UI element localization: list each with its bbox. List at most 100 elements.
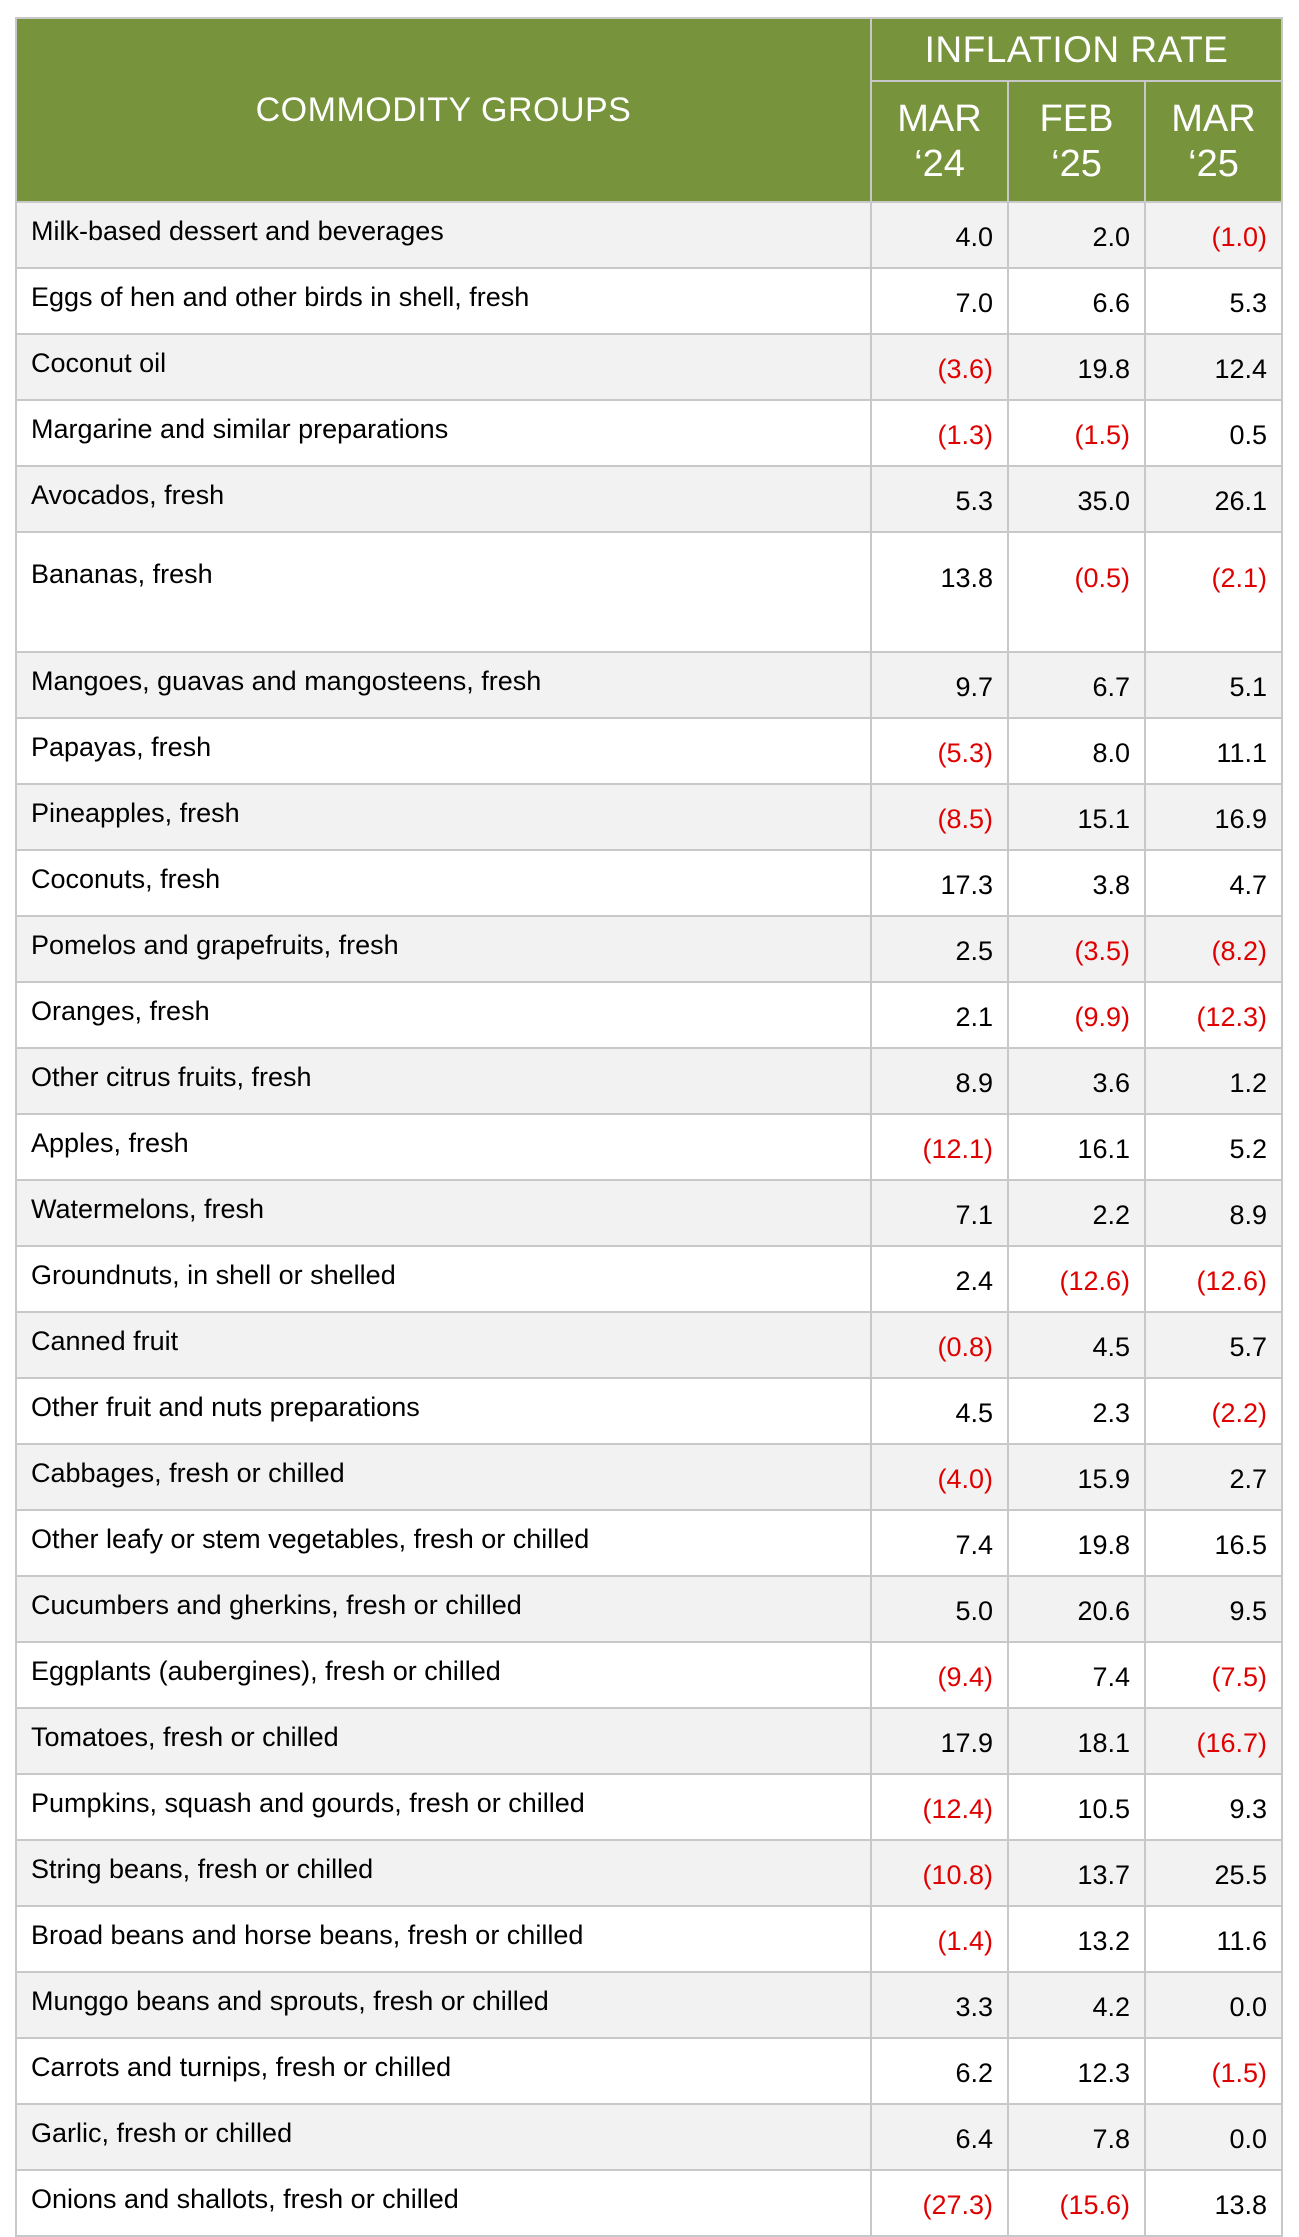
commodity-name-cell: Munggo beans and sprouts, fresh or chill… <box>15 1971 872 2039</box>
inflation-value-cell: (1.0) <box>1143 201 1284 269</box>
period-header-feb-25: FEB ‘25 <box>1007 80 1146 203</box>
inflation-value-cell: 3.8 <box>1007 849 1146 917</box>
inflation-value-cell: 6.2 <box>870 2037 1009 2105</box>
commodity-name-cell: Avocados, fresh <box>15 465 872 533</box>
inflation-value-cell: (12.3) <box>1143 981 1284 1049</box>
commodity-name-cell: Cabbages, fresh or chilled <box>15 1443 872 1511</box>
inflation-value-cell: 7.0 <box>870 267 1009 335</box>
commodity-groups-header: COMMODITY GROUPS <box>15 17 872 203</box>
commodity-name-cell: Watermelons, fresh <box>15 1179 872 1247</box>
inflation-value-cell: 11.1 <box>1143 717 1284 785</box>
commodity-name-cell: Mangoes, guavas and mangosteens, fresh <box>15 651 872 719</box>
table-row: Cucumbers and gherkins, fresh or chilled… <box>15 1575 1284 1643</box>
commodity-name-cell: Onions and shallots, fresh or chilled <box>15 2169 872 2237</box>
commodity-name-cell: Broad beans and horse beans, fresh or ch… <box>15 1905 872 1973</box>
inflation-value-cell: (12.6) <box>1007 1245 1146 1313</box>
inflation-value-cell: 15.1 <box>1007 783 1146 851</box>
inflation-value-cell: (1.3) <box>870 399 1009 467</box>
inflation-value-cell: 0.0 <box>1143 1971 1284 2039</box>
period-month: FEB <box>1039 97 1114 140</box>
table-row: Broad beans and horse beans, fresh or ch… <box>15 1905 1284 1973</box>
commodity-name-cell: Papayas, fresh <box>15 717 872 785</box>
inflation-value-cell: (3.5) <box>1007 915 1146 983</box>
inflation-value-cell: (9.9) <box>1007 981 1146 1049</box>
commodity-name-cell: Apples, fresh <box>15 1113 872 1181</box>
inflation-value-cell: 7.1 <box>870 1179 1009 1247</box>
inflation-value-cell: 4.5 <box>870 1377 1009 1445</box>
inflation-value-cell: 2.2 <box>1007 1179 1146 1247</box>
inflation-value-cell: (5.3) <box>870 717 1009 785</box>
inflation-value-cell: (3.6) <box>870 333 1009 401</box>
inflation-value-cell: 4.7 <box>1143 849 1284 917</box>
inflation-value-cell: 20.6 <box>1007 1575 1146 1643</box>
table-row: Apples, fresh (12.1) 16.1 5.2 <box>15 1113 1284 1181</box>
inflation-value-cell: 3.3 <box>870 1971 1009 2039</box>
commodity-name-cell: Coconuts, fresh <box>15 849 872 917</box>
inflation-value-cell: 26.1 <box>1143 465 1284 533</box>
table-row: String beans, fresh or chilled (10.8) 13.7… <box>15 1839 1284 1907</box>
table-row: Garlic, fresh or chilled 6.4 7.8 0.0 <box>15 2103 1284 2171</box>
commodity-name-cell: Bananas, fresh <box>15 531 872 653</box>
inflation-value-cell: 12.4 <box>1143 333 1284 401</box>
inflation-value-cell: 13.8 <box>870 531 1009 653</box>
table-row: Carrots and turnips, fresh or chilled 6.2… <box>15 2037 1284 2105</box>
table-row: Milk-based dessert and beverages 4.0 2.0 (1… <box>15 201 1284 269</box>
inflation-value-cell: (1.4) <box>870 1905 1009 1973</box>
table-row: Tomatoes, fresh or chilled 17.9 18.1 (16.7) <box>15 1707 1284 1775</box>
table-row: Coconut oil (3.6) 19.8 12.4 <box>15 333 1284 401</box>
period-year: ‘24 <box>914 142 965 185</box>
commodity-name-cell: Other leafy or stem vegetables, fresh or… <box>15 1509 872 1577</box>
commodity-name-cell: Milk-based dessert and beverages <box>15 201 872 269</box>
table-row: Oranges, fresh 2.1 (9.9) (12.3) <box>15 981 1284 1049</box>
inflation-value-cell: 0.0 <box>1143 2103 1284 2171</box>
inflation-value-cell: (8.5) <box>870 783 1009 851</box>
inflation-value-cell: 3.6 <box>1007 1047 1146 1115</box>
commodity-name-cell: Canned fruit <box>15 1311 872 1379</box>
inflation-value-cell: 35.0 <box>1007 465 1146 533</box>
inflation-value-cell: 5.1 <box>1143 651 1284 719</box>
inflation-value-cell: 8.0 <box>1007 717 1146 785</box>
inflation-value-cell: (16.7) <box>1143 1707 1284 1775</box>
commodity-name-cell: Other citrus fruits, fresh <box>15 1047 872 1115</box>
commodity-name-cell: Garlic, fresh or chilled <box>15 2103 872 2171</box>
inflation-value-cell: 8.9 <box>870 1047 1009 1115</box>
inflation-table-container: COMMODITY GROUPS INFLATION RATE MAR ‘24 F… <box>15 17 1284 2237</box>
commodity-name-cell: Tomatoes, fresh or chilled <box>15 1707 872 1775</box>
inflation-value-cell: (2.1) <box>1143 531 1284 653</box>
inflation-value-cell: (12.1) <box>870 1113 1009 1181</box>
commodity-name-cell: Eggs of hen and other birds in shell, fr… <box>15 267 872 335</box>
inflation-value-cell: 19.8 <box>1007 333 1146 401</box>
table-row: Groundnuts, in shell or shelled 2.4 (12.6)… <box>15 1245 1284 1313</box>
table-row: Onions and shallots, fresh or chilled (27… <box>15 2169 1284 2237</box>
table-row: Avocados, fresh 5.3 35.0 26.1 <box>15 465 1284 533</box>
table-row: Other fruit and nuts preparations 4.5 2.3(… <box>15 1377 1284 1445</box>
inflation-value-cell: (10.8) <box>870 1839 1009 1907</box>
inflation-value-cell: 16.1 <box>1007 1113 1146 1181</box>
commodity-name-cell: Oranges, fresh <box>15 981 872 1049</box>
table-row: Mangoes, guavas and mangosteens, fresh 9.… <box>15 651 1284 719</box>
inflation-value-cell: (0.8) <box>870 1311 1009 1379</box>
commodity-name-cell: Pomelos and grapefruits, fresh <box>15 915 872 983</box>
inflation-value-cell: 8.9 <box>1143 1179 1284 1247</box>
commodity-name-cell: Pineapples, fresh <box>15 783 872 851</box>
period-year: ‘25 <box>1051 142 1102 185</box>
inflation-value-cell: (4.0) <box>870 1443 1009 1511</box>
inflation-rate-header: INFLATION RATE <box>869 17 1284 82</box>
inflation-value-cell: 6.6 <box>1007 267 1146 335</box>
inflation-value-cell: (27.3) <box>870 2169 1009 2237</box>
inflation-value-cell: 15.9 <box>1007 1443 1146 1511</box>
commodity-name-cell: String beans, fresh or chilled <box>15 1839 872 1907</box>
table-row: Coconuts, fresh 17.3 3.8 4.7 <box>15 849 1284 917</box>
table-row: Other citrus fruits, fresh 8.9 3.6 1.2 <box>15 1047 1284 1115</box>
commodity-name-cell: Groundnuts, in shell or shelled <box>15 1245 872 1313</box>
inflation-value-cell: 7.8 <box>1007 2103 1146 2171</box>
inflation-value-cell: (8.2) <box>1143 915 1284 983</box>
table-header: COMMODITY GROUPS INFLATION RATE MAR ‘24 F… <box>15 17 1284 203</box>
inflation-value-cell: 16.5 <box>1143 1509 1284 1577</box>
inflation-value-cell: (1.5) <box>1143 2037 1284 2105</box>
inflation-value-cell: (9.4) <box>870 1641 1009 1709</box>
commodity-name-cell: Cucumbers and gherkins, fresh or chilled <box>15 1575 872 1643</box>
inflation-value-cell: 11.6 <box>1143 1905 1284 1973</box>
inflation-value-cell: 9.7 <box>870 651 1009 719</box>
inflation-value-cell: 6.4 <box>870 2103 1009 2171</box>
